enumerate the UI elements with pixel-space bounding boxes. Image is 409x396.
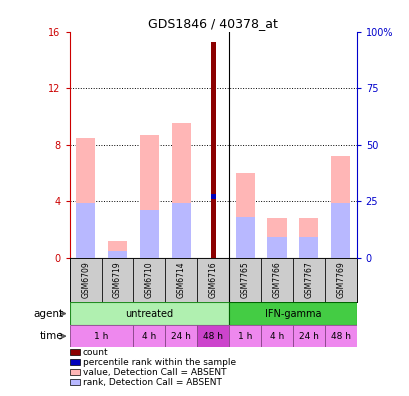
Bar — [70, 302, 229, 325]
Bar — [165, 258, 197, 302]
Bar — [210, 42, 216, 258]
Bar — [165, 325, 197, 347]
Text: GSM7766: GSM7766 — [272, 262, 281, 298]
Bar — [76, 137, 95, 258]
Bar — [330, 156, 349, 258]
Bar — [197, 258, 229, 302]
Bar — [324, 258, 356, 302]
Bar — [139, 210, 159, 258]
Bar — [324, 325, 356, 347]
Text: value, Detection Call = ABSENT: value, Detection Call = ABSENT — [83, 368, 226, 377]
Bar — [267, 218, 286, 258]
Bar — [229, 258, 261, 302]
Bar — [171, 204, 191, 258]
Text: 24 h: 24 h — [171, 331, 191, 341]
Bar — [235, 217, 254, 258]
Text: 4 h: 4 h — [269, 331, 283, 341]
Text: time: time — [40, 331, 63, 341]
Text: GSM6714: GSM6714 — [176, 262, 185, 298]
Bar — [70, 325, 133, 347]
Text: IFN-gamma: IFN-gamma — [264, 308, 320, 318]
Text: untreated: untreated — [125, 308, 173, 318]
Bar — [108, 251, 127, 258]
Text: percentile rank within the sample: percentile rank within the sample — [83, 358, 235, 367]
Bar — [261, 258, 292, 302]
Text: GSM6709: GSM6709 — [81, 262, 90, 298]
Text: GSM7767: GSM7767 — [303, 262, 312, 298]
Bar — [292, 258, 324, 302]
Bar — [261, 325, 292, 347]
Bar — [229, 325, 261, 347]
Bar — [330, 204, 349, 258]
Bar — [299, 218, 318, 258]
Text: agent: agent — [34, 308, 63, 318]
Text: 1 h: 1 h — [94, 331, 108, 341]
Bar — [108, 241, 127, 258]
Text: 4 h: 4 h — [142, 331, 156, 341]
Bar — [101, 258, 133, 302]
Bar — [299, 237, 318, 258]
Text: GSM6710: GSM6710 — [144, 262, 153, 298]
Bar — [235, 173, 254, 258]
Bar — [292, 325, 324, 347]
Text: 48 h: 48 h — [203, 331, 222, 341]
Bar — [210, 194, 216, 199]
Text: count: count — [83, 348, 108, 357]
Bar — [171, 124, 191, 258]
Bar — [133, 258, 165, 302]
Bar — [267, 237, 286, 258]
Text: GSM6719: GSM6719 — [113, 262, 122, 298]
Text: GSM6716: GSM6716 — [208, 262, 217, 298]
Text: 1 h: 1 h — [237, 331, 252, 341]
Title: GDS1846 / 40378_at: GDS1846 / 40378_at — [148, 17, 277, 30]
Bar — [197, 325, 229, 347]
Bar — [139, 135, 159, 258]
Text: GSM7769: GSM7769 — [335, 262, 344, 298]
Text: rank, Detection Call = ABSENT: rank, Detection Call = ABSENT — [83, 378, 221, 386]
Text: 48 h: 48 h — [330, 331, 350, 341]
Text: 24 h: 24 h — [298, 331, 318, 341]
Bar — [70, 258, 101, 302]
Bar — [76, 204, 95, 258]
Bar — [229, 302, 356, 325]
Text: GSM7765: GSM7765 — [240, 262, 249, 298]
Bar — [133, 325, 165, 347]
